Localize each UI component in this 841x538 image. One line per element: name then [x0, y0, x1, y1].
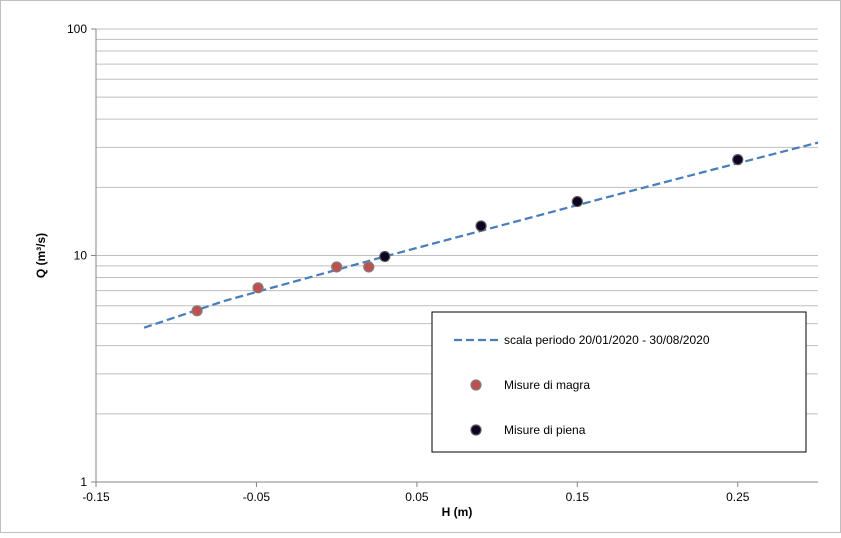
point-misure-magra	[363, 261, 375, 273]
legend-entry-label: scala periodo 20/01/2020 - 30/08/2020	[504, 333, 710, 347]
axes: -0.15 -0.05 0.05 0.15 0.25 1 10 100	[67, 22, 818, 504]
point-misure-magra	[252, 282, 264, 294]
x-tick-label: -0.05	[243, 490, 271, 504]
gridlines	[96, 28, 818, 415]
series-layer	[143, 141, 819, 329]
x-tick-label: 0.25	[726, 490, 750, 504]
legend-swatch-marker	[470, 379, 482, 391]
x-tick-label: -0.15	[82, 490, 110, 504]
x-axis-title: H (m)	[442, 505, 473, 519]
point-misure-magra	[191, 305, 203, 317]
series-line-rating-curve	[143, 141, 819, 329]
x-tick-label: 0.15	[566, 490, 590, 504]
legend-entry-label: Misure di piena	[504, 423, 586, 437]
point-misure-piena	[475, 220, 487, 232]
y-tick-label: 1	[80, 475, 87, 489]
legend-swatch-marker	[470, 424, 482, 436]
x-tick-label: 0.05	[405, 490, 429, 504]
y-axis-title: Q (m³/s)	[34, 233, 48, 278]
legend-box	[431, 311, 807, 453]
legend-entry-label: Misure di magra	[504, 378, 590, 392]
legend: scala periodo 20/01/2020 - 30/08/2020 Mis…	[431, 311, 807, 453]
point-misure-piena	[379, 250, 391, 263]
point-misure-piena	[732, 154, 744, 166]
point-misure-magra	[331, 261, 343, 273]
y-tick-label: 10	[74, 249, 88, 263]
point-misure-piena	[571, 195, 583, 208]
y-tick-label: 100	[67, 22, 87, 36]
